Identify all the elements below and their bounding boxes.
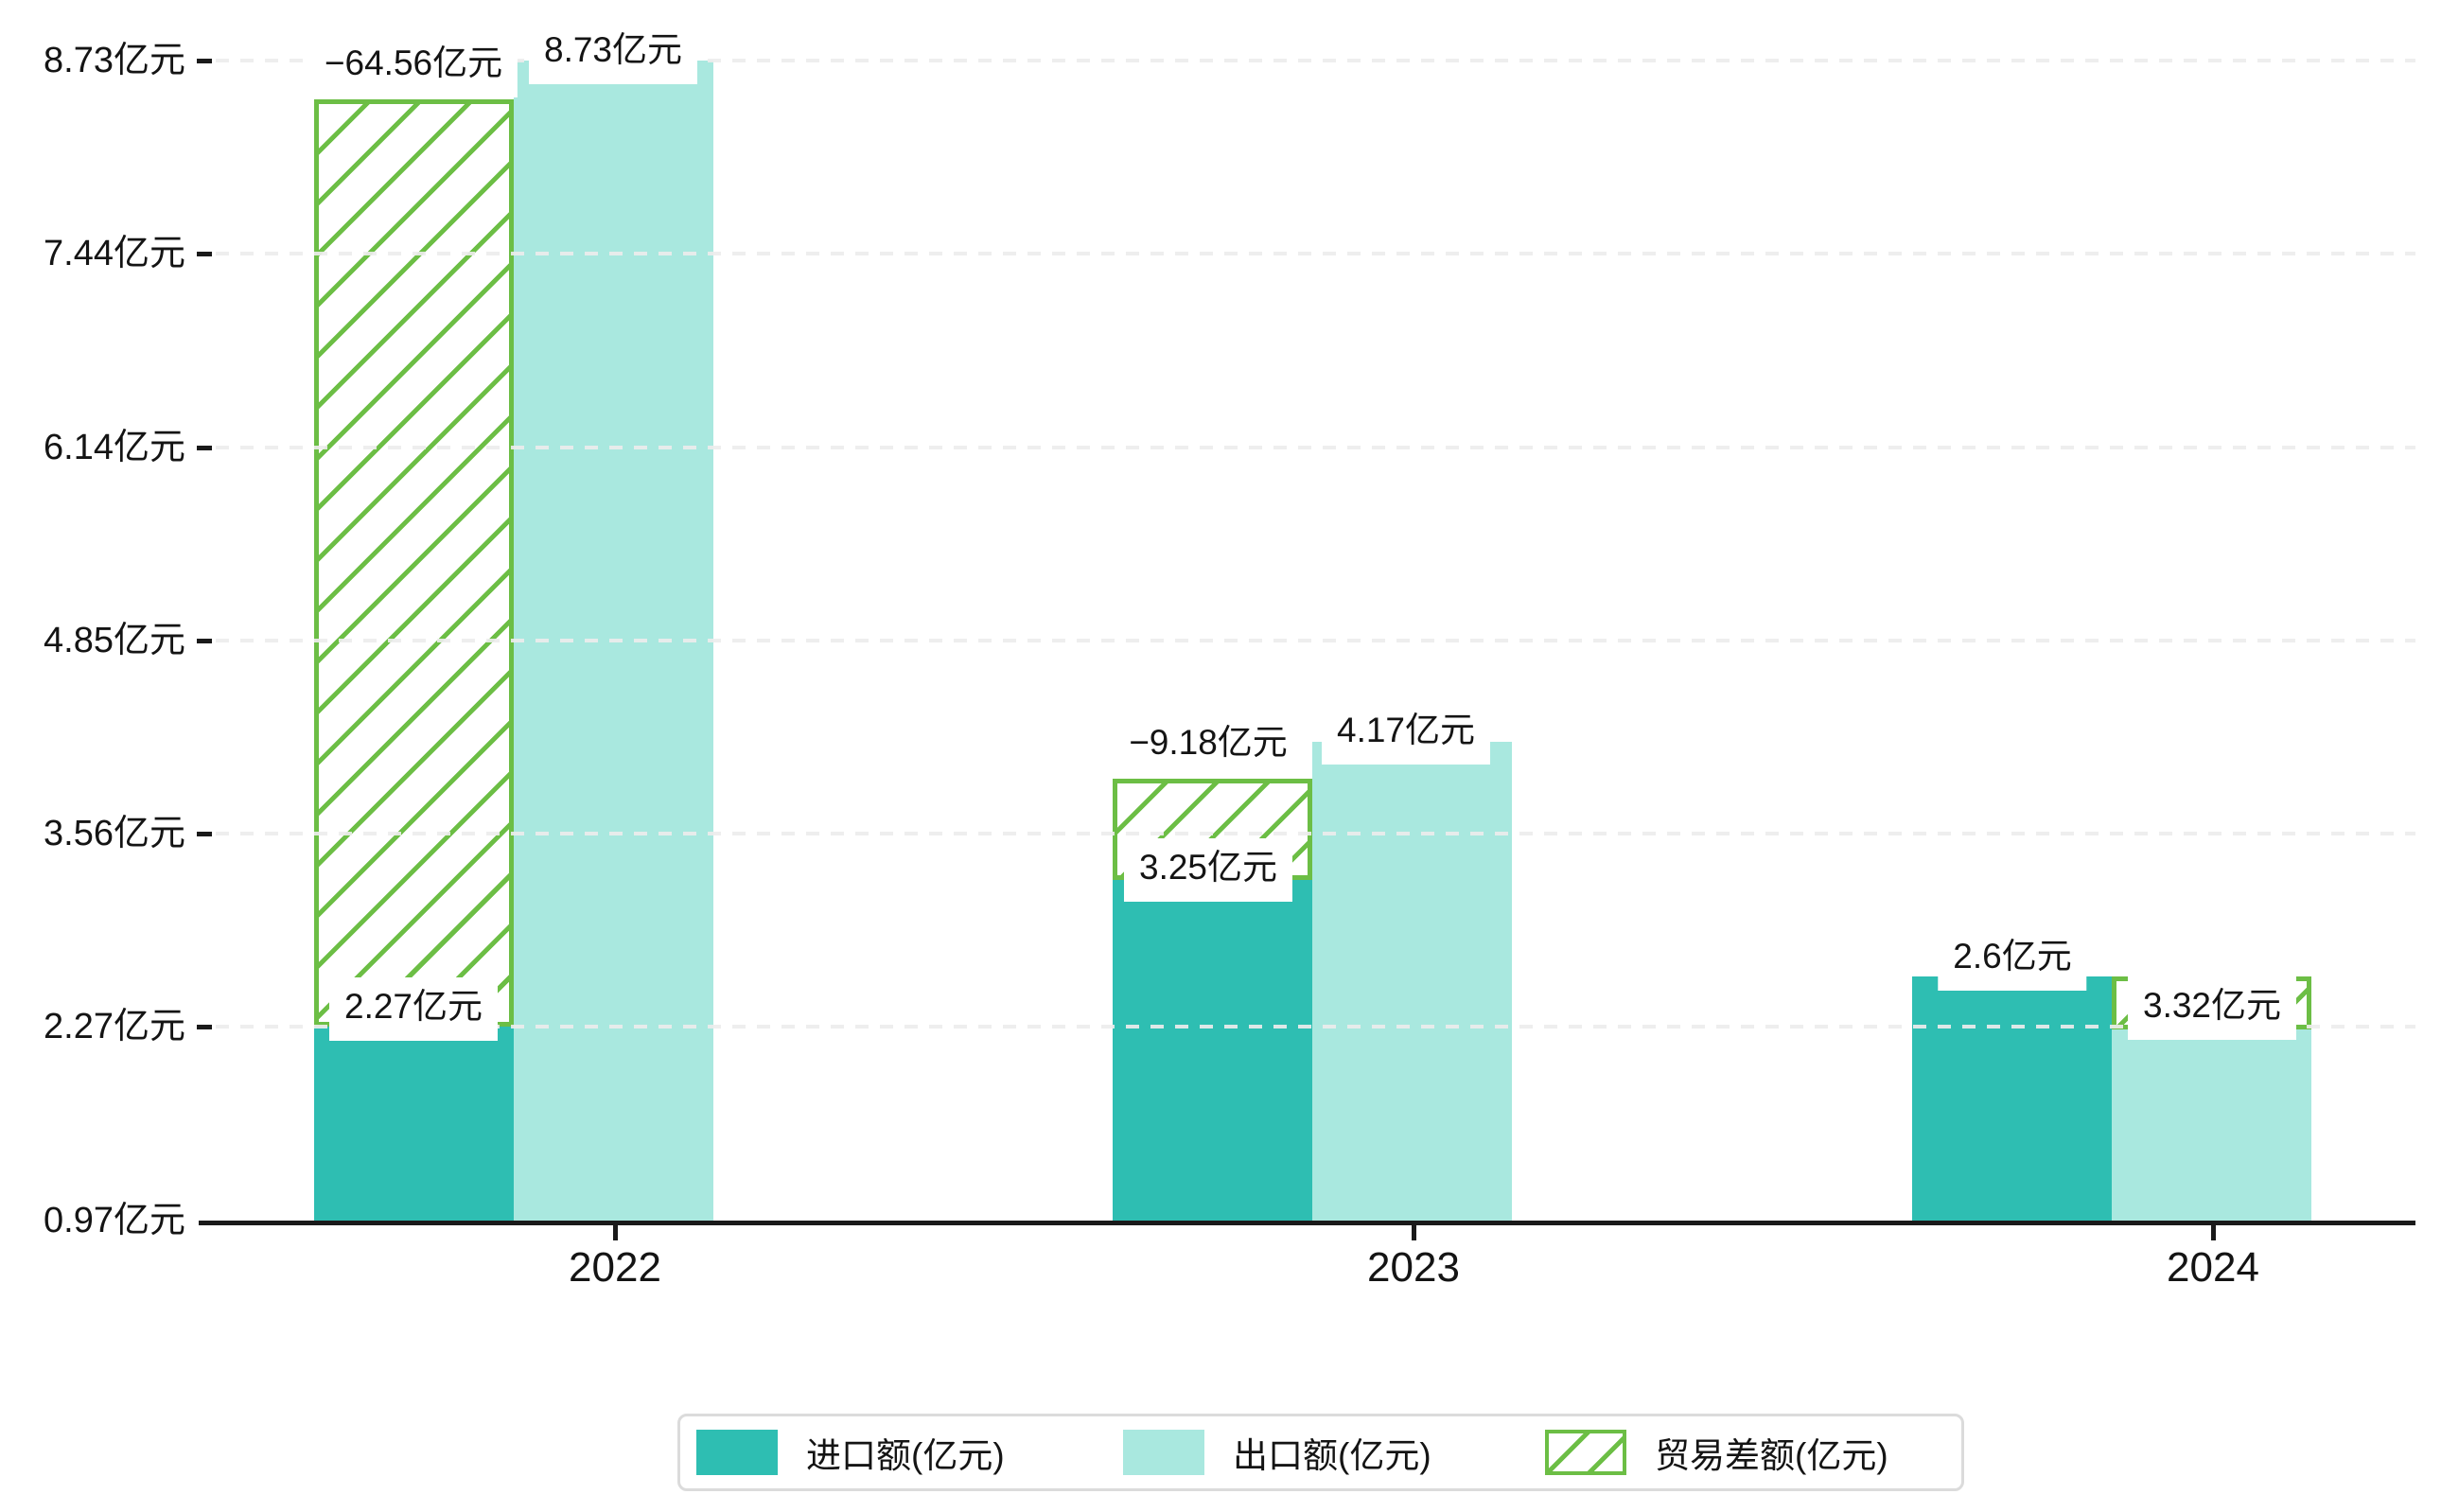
legend-item-trade-balance: 贸易差额(亿元) [1545, 1416, 1888, 1488]
export-bar [2112, 1029, 2311, 1221]
legend-label-import: 进口额(亿元) [806, 1436, 1005, 1475]
y-axis-tick-label: 0.97亿元 [44, 1201, 185, 1240]
y-axis-tick-mark [197, 1024, 212, 1029]
y-axis-tick-mark [197, 446, 212, 451]
y-axis-tick-label: 6.14亿元 [44, 428, 185, 468]
trade-balance-hatch-bar [314, 99, 514, 1027]
legend-item-import: 进口额(亿元) [696, 1416, 1005, 1488]
legend-item-export: 出口额(亿元) [1123, 1416, 1431, 1488]
export-swatch-icon [1123, 1430, 1204, 1475]
legend: 进口额(亿元) 出口额(亿元) 贸易差额(亿元) [677, 1414, 1964, 1491]
export-value-label: 4.17亿元 [1321, 701, 1491, 765]
import-bar [1113, 879, 1312, 1221]
import-bar [314, 1026, 514, 1221]
y-axis-tick-mark [197, 251, 212, 256]
y-gridline [216, 1024, 2415, 1029]
x-axis-line [199, 1221, 2415, 1225]
y-axis-tick-mark [197, 831, 212, 836]
trade-balance-value-label: −9.18亿元 [1114, 713, 1303, 777]
import-swatch-icon [696, 1430, 778, 1475]
x-axis-tick-label: 2022 [569, 1244, 661, 1291]
export-bar [1312, 742, 1512, 1221]
export-value-label: 8.73亿元 [528, 21, 698, 84]
import-bar [1912, 976, 2112, 1221]
y-gridline [216, 251, 2415, 255]
import-value-label: 3.25亿元 [1123, 838, 1293, 902]
y-axis-tick-mark [197, 58, 212, 63]
import-value-label: 2.6亿元 [1938, 927, 2087, 991]
y-axis-tick-label: 3.56亿元 [44, 813, 185, 853]
legend-label-export: 出口额(亿元) [1233, 1436, 1431, 1475]
import-value-label: 2.27亿元 [328, 977, 499, 1041]
y-axis-tick-label: 7.44亿元 [44, 233, 185, 273]
legend-label-trade-balance: 贸易差额(亿元) [1655, 1436, 1888, 1475]
y-axis-tick-label: 4.85亿元 [44, 620, 185, 660]
y-gridline [216, 446, 2415, 450]
y-gridline [216, 638, 2415, 642]
x-axis-tick-mark [613, 1225, 618, 1240]
x-axis-tick-mark [2211, 1225, 2216, 1240]
x-axis-tick-label: 2024 [2167, 1244, 2259, 1291]
x-axis-tick-mark [1412, 1225, 1416, 1240]
y-gridline [216, 58, 2415, 62]
x-axis-tick-label: 2023 [1367, 1244, 1460, 1291]
trade-balance-hatch-swatch-icon [1545, 1430, 1626, 1475]
y-axis-tick-mark [197, 638, 212, 643]
y-axis-tick-label: 2.27亿元 [44, 1006, 185, 1046]
y-axis-tick-label: 8.73亿元 [44, 40, 185, 80]
y-gridline [216, 831, 2415, 835]
trade-balance-value-label: −64.56亿元 [308, 34, 518, 97]
export-value-label: 3.32亿元 [2127, 976, 2297, 1040]
